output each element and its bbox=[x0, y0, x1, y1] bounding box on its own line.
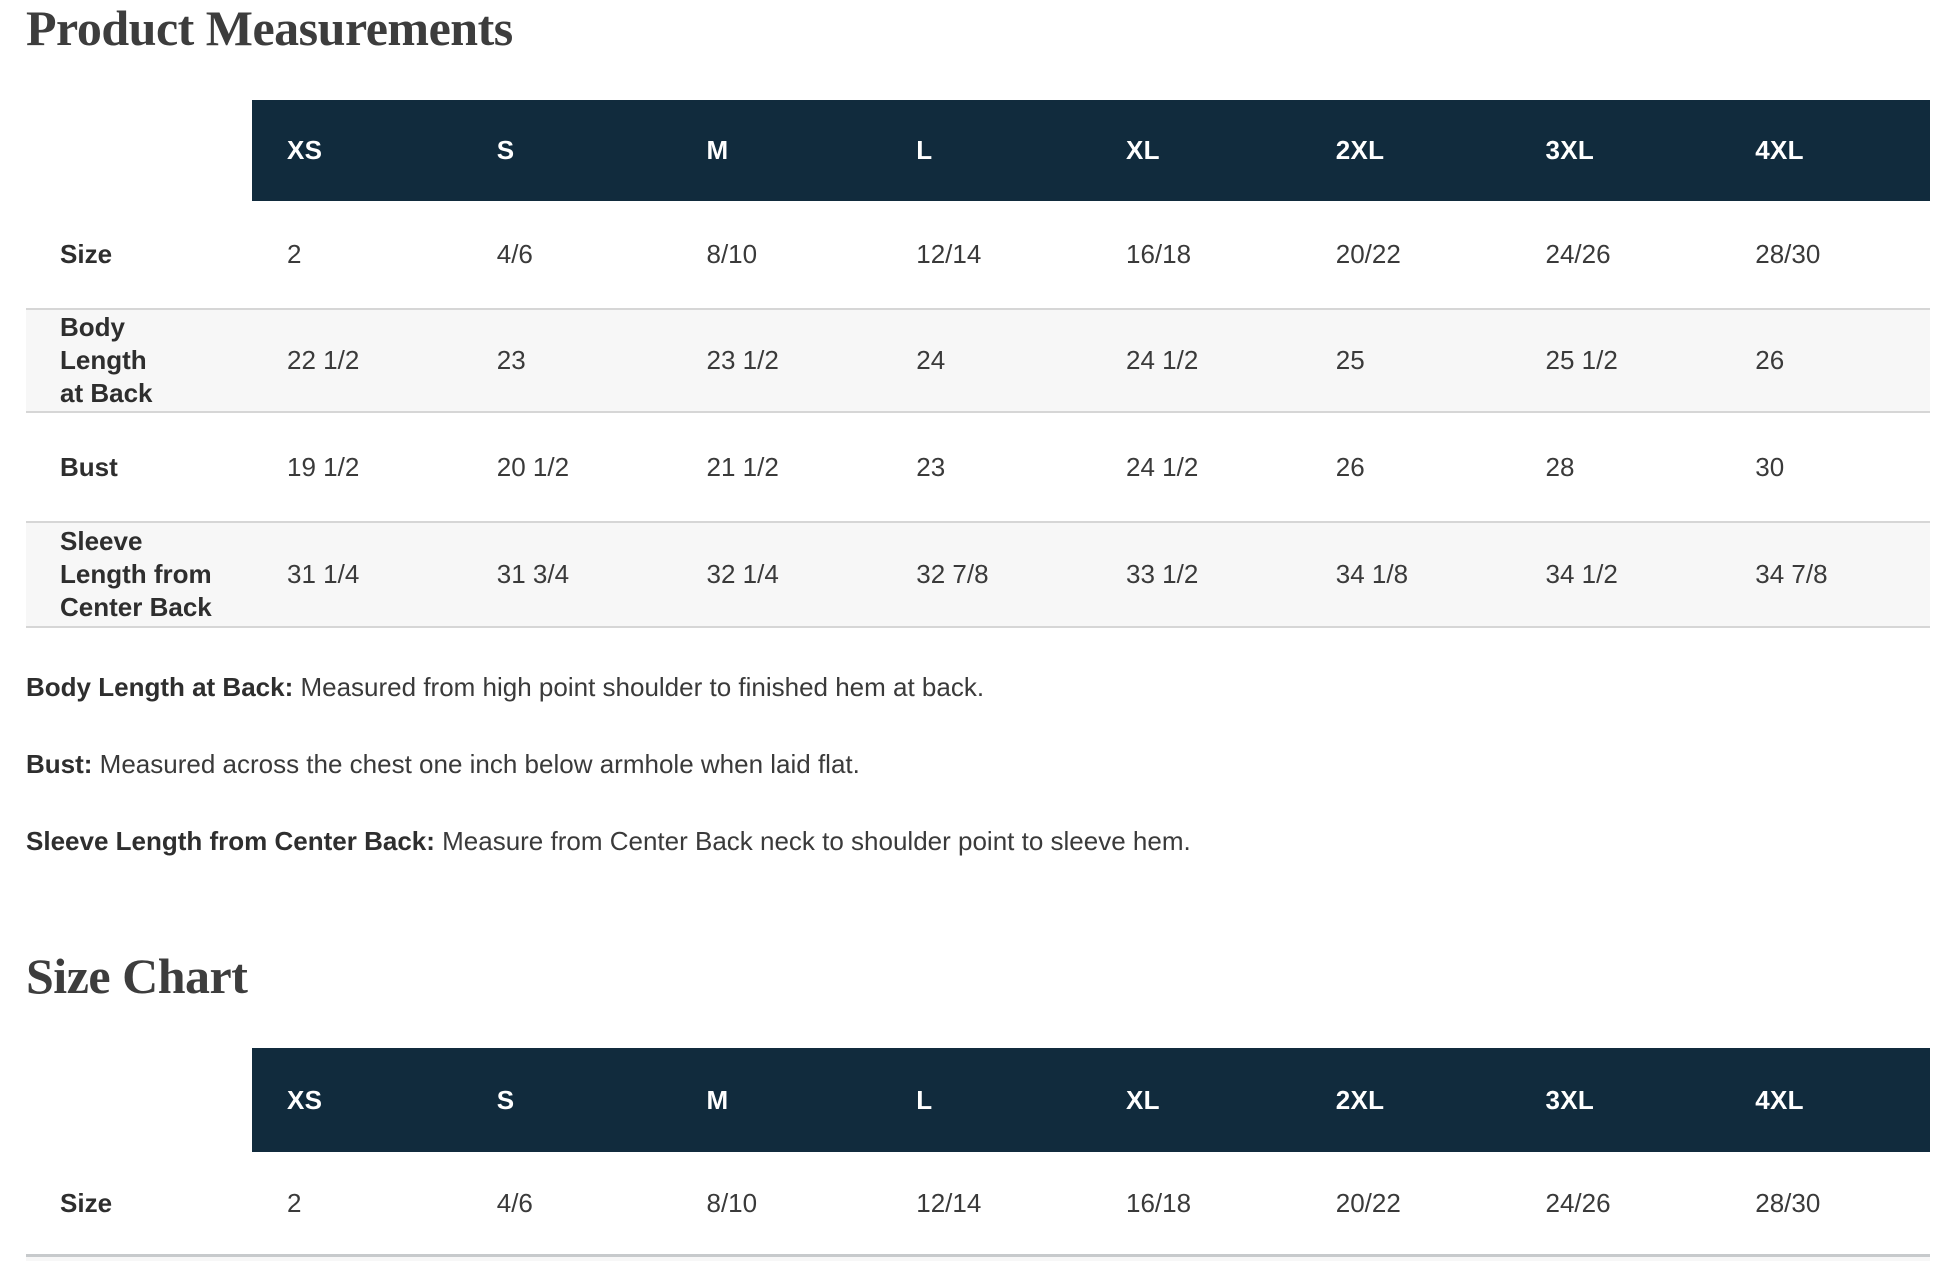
measurement-value: 8/10 bbox=[706, 239, 758, 269]
measurement-value: 34 7/8 bbox=[1755, 559, 1828, 589]
measurement-value: 28/30 bbox=[1755, 1187, 1821, 1218]
table-row-size: Size 2 4/6 8/10 12/14 16/18 20/22 24/26 … bbox=[26, 1152, 1930, 1254]
measurement-value: 12/14 bbox=[916, 239, 982, 269]
row-label: Bust bbox=[60, 451, 118, 482]
header-cell-s: S bbox=[461, 100, 672, 201]
measurement-value: 28/30 bbox=[1755, 239, 1821, 269]
header-corner-cell bbox=[26, 100, 252, 201]
measurement-value: 23 1/2 bbox=[706, 345, 779, 375]
measurement-value: 22 1/2 bbox=[287, 345, 360, 375]
measurement-value: 34 1/8 bbox=[1335, 559, 1409, 589]
note-description: Measured across the chest one inch below… bbox=[92, 749, 860, 779]
measurement-value: 24 1/2 bbox=[1126, 451, 1199, 482]
size-chart-table: XS S M L XL 2XL 3XL 4XL Size 2 4/6 8/10 … bbox=[26, 1048, 1930, 1261]
measurement-value: 19 1/2 bbox=[287, 451, 360, 482]
measurement-notes: Body Length at Back: Measured from high … bbox=[26, 672, 1930, 857]
measurement-value: 24 bbox=[916, 345, 946, 375]
table-header-row: XS S M L XL 2XL 3XL 4XL bbox=[26, 1048, 1930, 1152]
measurement-value: 24 1/2 bbox=[1126, 345, 1199, 375]
measurement-value: 25 bbox=[1335, 345, 1365, 375]
note-term: Bust: bbox=[26, 749, 93, 779]
note-sleeve-length: Sleeve Length from Center Back: Measure … bbox=[26, 826, 1930, 857]
measurement-value: 32 7/8 bbox=[916, 559, 989, 589]
measurement-value: 24/26 bbox=[1545, 239, 1611, 269]
measurement-value: 20/22 bbox=[1335, 239, 1401, 269]
measurement-value: 2 bbox=[287, 1187, 302, 1218]
product-measurements-table: XS S M L XL 2XL 3XL 4XL Size 2 4/6 8/10 … bbox=[26, 100, 1930, 628]
header-cell-xs: XS bbox=[252, 1048, 462, 1152]
header-cell-s: S bbox=[461, 1048, 672, 1152]
next-row-cut-off bbox=[26, 1254, 1930, 1261]
measurement-value: 12/14 bbox=[916, 1187, 982, 1218]
header-cell-3xl: 3XL bbox=[1510, 100, 1721, 201]
size-chart-heading: Size Chart bbox=[26, 948, 248, 1004]
header-corner-cell bbox=[26, 1048, 252, 1152]
header-cell-l: L bbox=[881, 100, 1091, 201]
header-cell-m: M bbox=[671, 1048, 882, 1152]
measurement-value: 23 bbox=[916, 451, 946, 482]
header-cell-4xl: 4XL bbox=[1720, 1048, 1930, 1152]
note-term: Sleeve Length from Center Back: bbox=[26, 826, 435, 856]
row-label: Size bbox=[60, 239, 113, 269]
measurement-value: 25 1/2 bbox=[1545, 345, 1618, 375]
note-description: Measure from Center Back neck to shoulde… bbox=[434, 826, 1191, 856]
header-cell-4xl: 4XL bbox=[1720, 100, 1930, 201]
measurement-value: 2 bbox=[287, 239, 302, 269]
note-term: Body Length at Back: bbox=[26, 672, 294, 702]
measurement-value: 4/6 bbox=[496, 239, 533, 269]
measurement-value: 23 bbox=[496, 345, 526, 375]
header-cell-xl: XL bbox=[1091, 100, 1301, 201]
note-body-length: Body Length at Back: Measured from high … bbox=[26, 672, 1930, 703]
table-header-row: XS S M L XL 2XL 3XL 4XL bbox=[26, 100, 1930, 201]
header-cell-m: M bbox=[671, 100, 882, 201]
product-measurements-heading: Product Measurements bbox=[26, 0, 513, 56]
table-row-body-length: Body Length at Back 22 1/2 23 23 1/2 24 … bbox=[26, 308, 1930, 413]
measurement-value: 28 bbox=[1545, 451, 1575, 482]
measurement-value: 30 bbox=[1755, 451, 1785, 482]
measurement-value: 26 bbox=[1335, 451, 1365, 482]
header-cell-xs: XS bbox=[252, 100, 462, 201]
note-bust: Bust: Measured across the chest one inch… bbox=[26, 749, 1930, 780]
measurement-value: 26 bbox=[1755, 345, 1785, 375]
header-cell-l: L bbox=[881, 1048, 1091, 1152]
table-row-sleeve-length: Sleeve Length from Center Back 31 1/4 31… bbox=[26, 521, 1930, 628]
measurement-value: 8/10 bbox=[706, 1187, 758, 1218]
measurement-value: 33 1/2 bbox=[1126, 559, 1199, 589]
header-cell-2xl: 2XL bbox=[1300, 1048, 1511, 1152]
row-label: Body Length at Back bbox=[60, 312, 153, 408]
measurement-value: 32 1/4 bbox=[706, 559, 779, 589]
measurement-value: 31 1/4 bbox=[287, 559, 360, 589]
measurement-value: 21 1/2 bbox=[706, 451, 779, 482]
measurement-value: 4/6 bbox=[496, 1187, 533, 1218]
header-cell-3xl: 3XL bbox=[1510, 1048, 1721, 1152]
measurement-value: 16/18 bbox=[1126, 1187, 1192, 1218]
measurement-value: 20/22 bbox=[1335, 1187, 1401, 1218]
row-label: Size bbox=[60, 1187, 113, 1218]
row-label: Sleeve Length from Center Back bbox=[60, 526, 212, 622]
table-row-size: Size 2 4/6 8/10 12/14 16/18 20/22 24/26 … bbox=[26, 201, 1930, 308]
measurement-value: 31 3/4 bbox=[496, 559, 570, 589]
header-cell-2xl: 2XL bbox=[1300, 100, 1511, 201]
measurement-value: 20 1/2 bbox=[496, 451, 570, 482]
measurement-value: 16/18 bbox=[1126, 239, 1192, 269]
note-description: Measured from high point shoulder to fin… bbox=[293, 672, 985, 702]
measurement-value: 24/26 bbox=[1545, 1187, 1611, 1218]
header-cell-xl: XL bbox=[1091, 1048, 1301, 1152]
table-row-bust: Bust 19 1/2 20 1/2 21 1/2 23 24 1/2 26 2… bbox=[26, 413, 1930, 521]
measurement-value: 34 1/2 bbox=[1545, 559, 1618, 589]
